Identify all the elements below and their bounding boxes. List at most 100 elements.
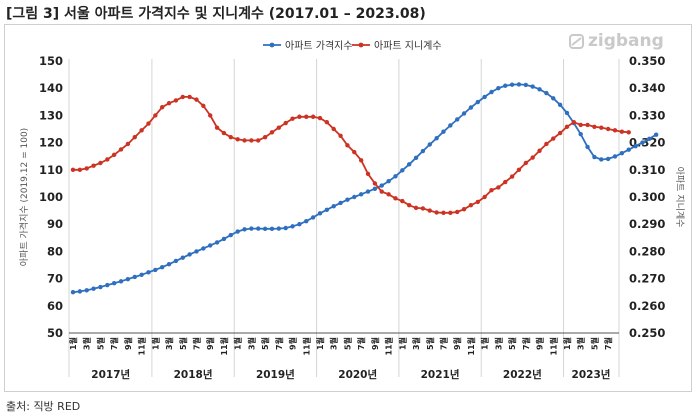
series-2-point xyxy=(269,130,275,135)
legend-label-1: 아파트 가격지수 xyxy=(285,39,353,52)
series-2-point xyxy=(592,124,597,130)
series-1-point xyxy=(592,154,597,160)
series-1-point xyxy=(146,270,151,275)
series-1-point xyxy=(647,136,652,141)
figure-source: 출처: 직방 RED xyxy=(6,400,81,413)
x-month-label: 5월 xyxy=(589,337,599,350)
series-2-point xyxy=(180,94,185,100)
x-month-label: 7월 xyxy=(356,337,366,350)
y-left-tick-label: 80 xyxy=(47,244,63,258)
series-1-point xyxy=(352,194,357,200)
y-left-tick-label: 140 xyxy=(39,81,63,95)
series-2-point xyxy=(105,157,110,162)
series-line-2 xyxy=(73,96,629,214)
series-1-point xyxy=(173,258,179,264)
series-2-point xyxy=(338,133,343,138)
y-left-tick-label: 90 xyxy=(47,217,63,231)
series-2-point xyxy=(139,128,144,133)
series-1-point xyxy=(84,288,89,293)
x-month-label: 9월 xyxy=(452,337,462,350)
axes: 50 60 70 80 90 100 110 120 130 140 150 0.250 0.260 0.… xyxy=(18,54,686,381)
series-1-point xyxy=(386,179,391,184)
series-2-point xyxy=(352,149,357,155)
series-1-point xyxy=(461,111,467,116)
series-1-point xyxy=(489,89,494,95)
series-1-point xyxy=(304,219,309,224)
series-1-point xyxy=(201,246,206,251)
y-right-tick-label: 0.280 xyxy=(629,244,665,258)
series-2-point xyxy=(221,130,227,136)
x-month-label: 1월 xyxy=(68,337,78,350)
series-1-point xyxy=(406,162,412,167)
series-1-point xyxy=(269,226,275,232)
series-1-point xyxy=(91,286,96,291)
series-2-point xyxy=(455,209,460,215)
series-layer xyxy=(70,82,659,295)
legend-label-2: 아파트 지니계수 xyxy=(374,40,442,52)
series-1-point xyxy=(612,154,618,159)
series-2-point xyxy=(379,189,384,194)
year-gridlines xyxy=(68,59,620,377)
series-1-point xyxy=(496,86,501,91)
series-2-point xyxy=(578,122,583,128)
series-2-point xyxy=(544,141,549,147)
series-2-point xyxy=(111,152,117,158)
x-month-label: 7월 xyxy=(191,337,201,350)
x-month-label: 11월 xyxy=(219,337,229,356)
series-1-point xyxy=(537,87,542,92)
series-1-point xyxy=(523,82,529,88)
series-2-point xyxy=(159,105,165,110)
series-1-point xyxy=(262,226,268,232)
chart-panel: zigbang 아파트 가격지수 아파트 지니계수 50 60 70 80 90 100 11… xyxy=(4,24,692,392)
series-2-point xyxy=(262,134,268,140)
series-2-point xyxy=(468,202,474,208)
line-chart: zigbang 아파트 가격지수 아파트 지니계수 506070809010011… xyxy=(18,31,686,381)
x-year-label: 2017년 xyxy=(91,368,130,381)
series-2-point xyxy=(331,126,336,132)
y-right-tick-label: 0.340 xyxy=(629,81,665,95)
series-1-point xyxy=(516,82,522,87)
series-1-point xyxy=(310,215,316,220)
series-1-point xyxy=(633,143,638,149)
logo-icon xyxy=(569,34,584,49)
series-1-point xyxy=(338,200,343,206)
series-2-point xyxy=(509,174,515,179)
series-2-point xyxy=(626,130,631,135)
series-1-point xyxy=(475,99,480,105)
legend: 아파트 가격지수 아파트 지니계수 xyxy=(263,39,442,52)
x-month-label: 9월 xyxy=(535,337,545,350)
series-1-point xyxy=(482,94,487,100)
legend-marker-2 xyxy=(358,42,364,48)
series-2-point xyxy=(132,134,137,140)
series-1-point xyxy=(599,157,604,162)
x-month-label: 1월 xyxy=(562,337,572,350)
series-1-point xyxy=(242,227,247,232)
series-1-point xyxy=(653,132,659,137)
series-2-point xyxy=(283,120,288,126)
series-2-point xyxy=(84,166,89,171)
series-2-point xyxy=(214,125,220,130)
y-right-tick-label: 0.270 xyxy=(629,272,665,286)
x-month-label: 5월 xyxy=(178,337,188,350)
x-month-label: 7월 xyxy=(274,337,284,350)
series-1-point xyxy=(283,225,288,231)
x-month-label: 1월 xyxy=(315,337,325,350)
x-month-label: 7월 xyxy=(438,337,448,350)
x-year-label: 2021년 xyxy=(421,368,460,381)
series-1-point xyxy=(393,174,398,179)
x-month-label: 3월 xyxy=(576,337,586,350)
series-1-point xyxy=(228,232,233,238)
series-2-point xyxy=(235,137,240,142)
x-month-label: 11월 xyxy=(137,337,147,356)
x-month-label: 7월 xyxy=(521,337,531,350)
series-1-point xyxy=(70,290,76,295)
series-1-point xyxy=(324,207,330,212)
series-1-point xyxy=(166,261,172,267)
series-1-point xyxy=(187,252,192,257)
series-1-point xyxy=(372,186,378,192)
series-2-point xyxy=(276,125,282,130)
legend-marker-1 xyxy=(269,42,275,48)
y-left-tick-label: 60 xyxy=(47,299,63,313)
series-2-point xyxy=(228,134,233,140)
series-1-point xyxy=(564,110,570,116)
